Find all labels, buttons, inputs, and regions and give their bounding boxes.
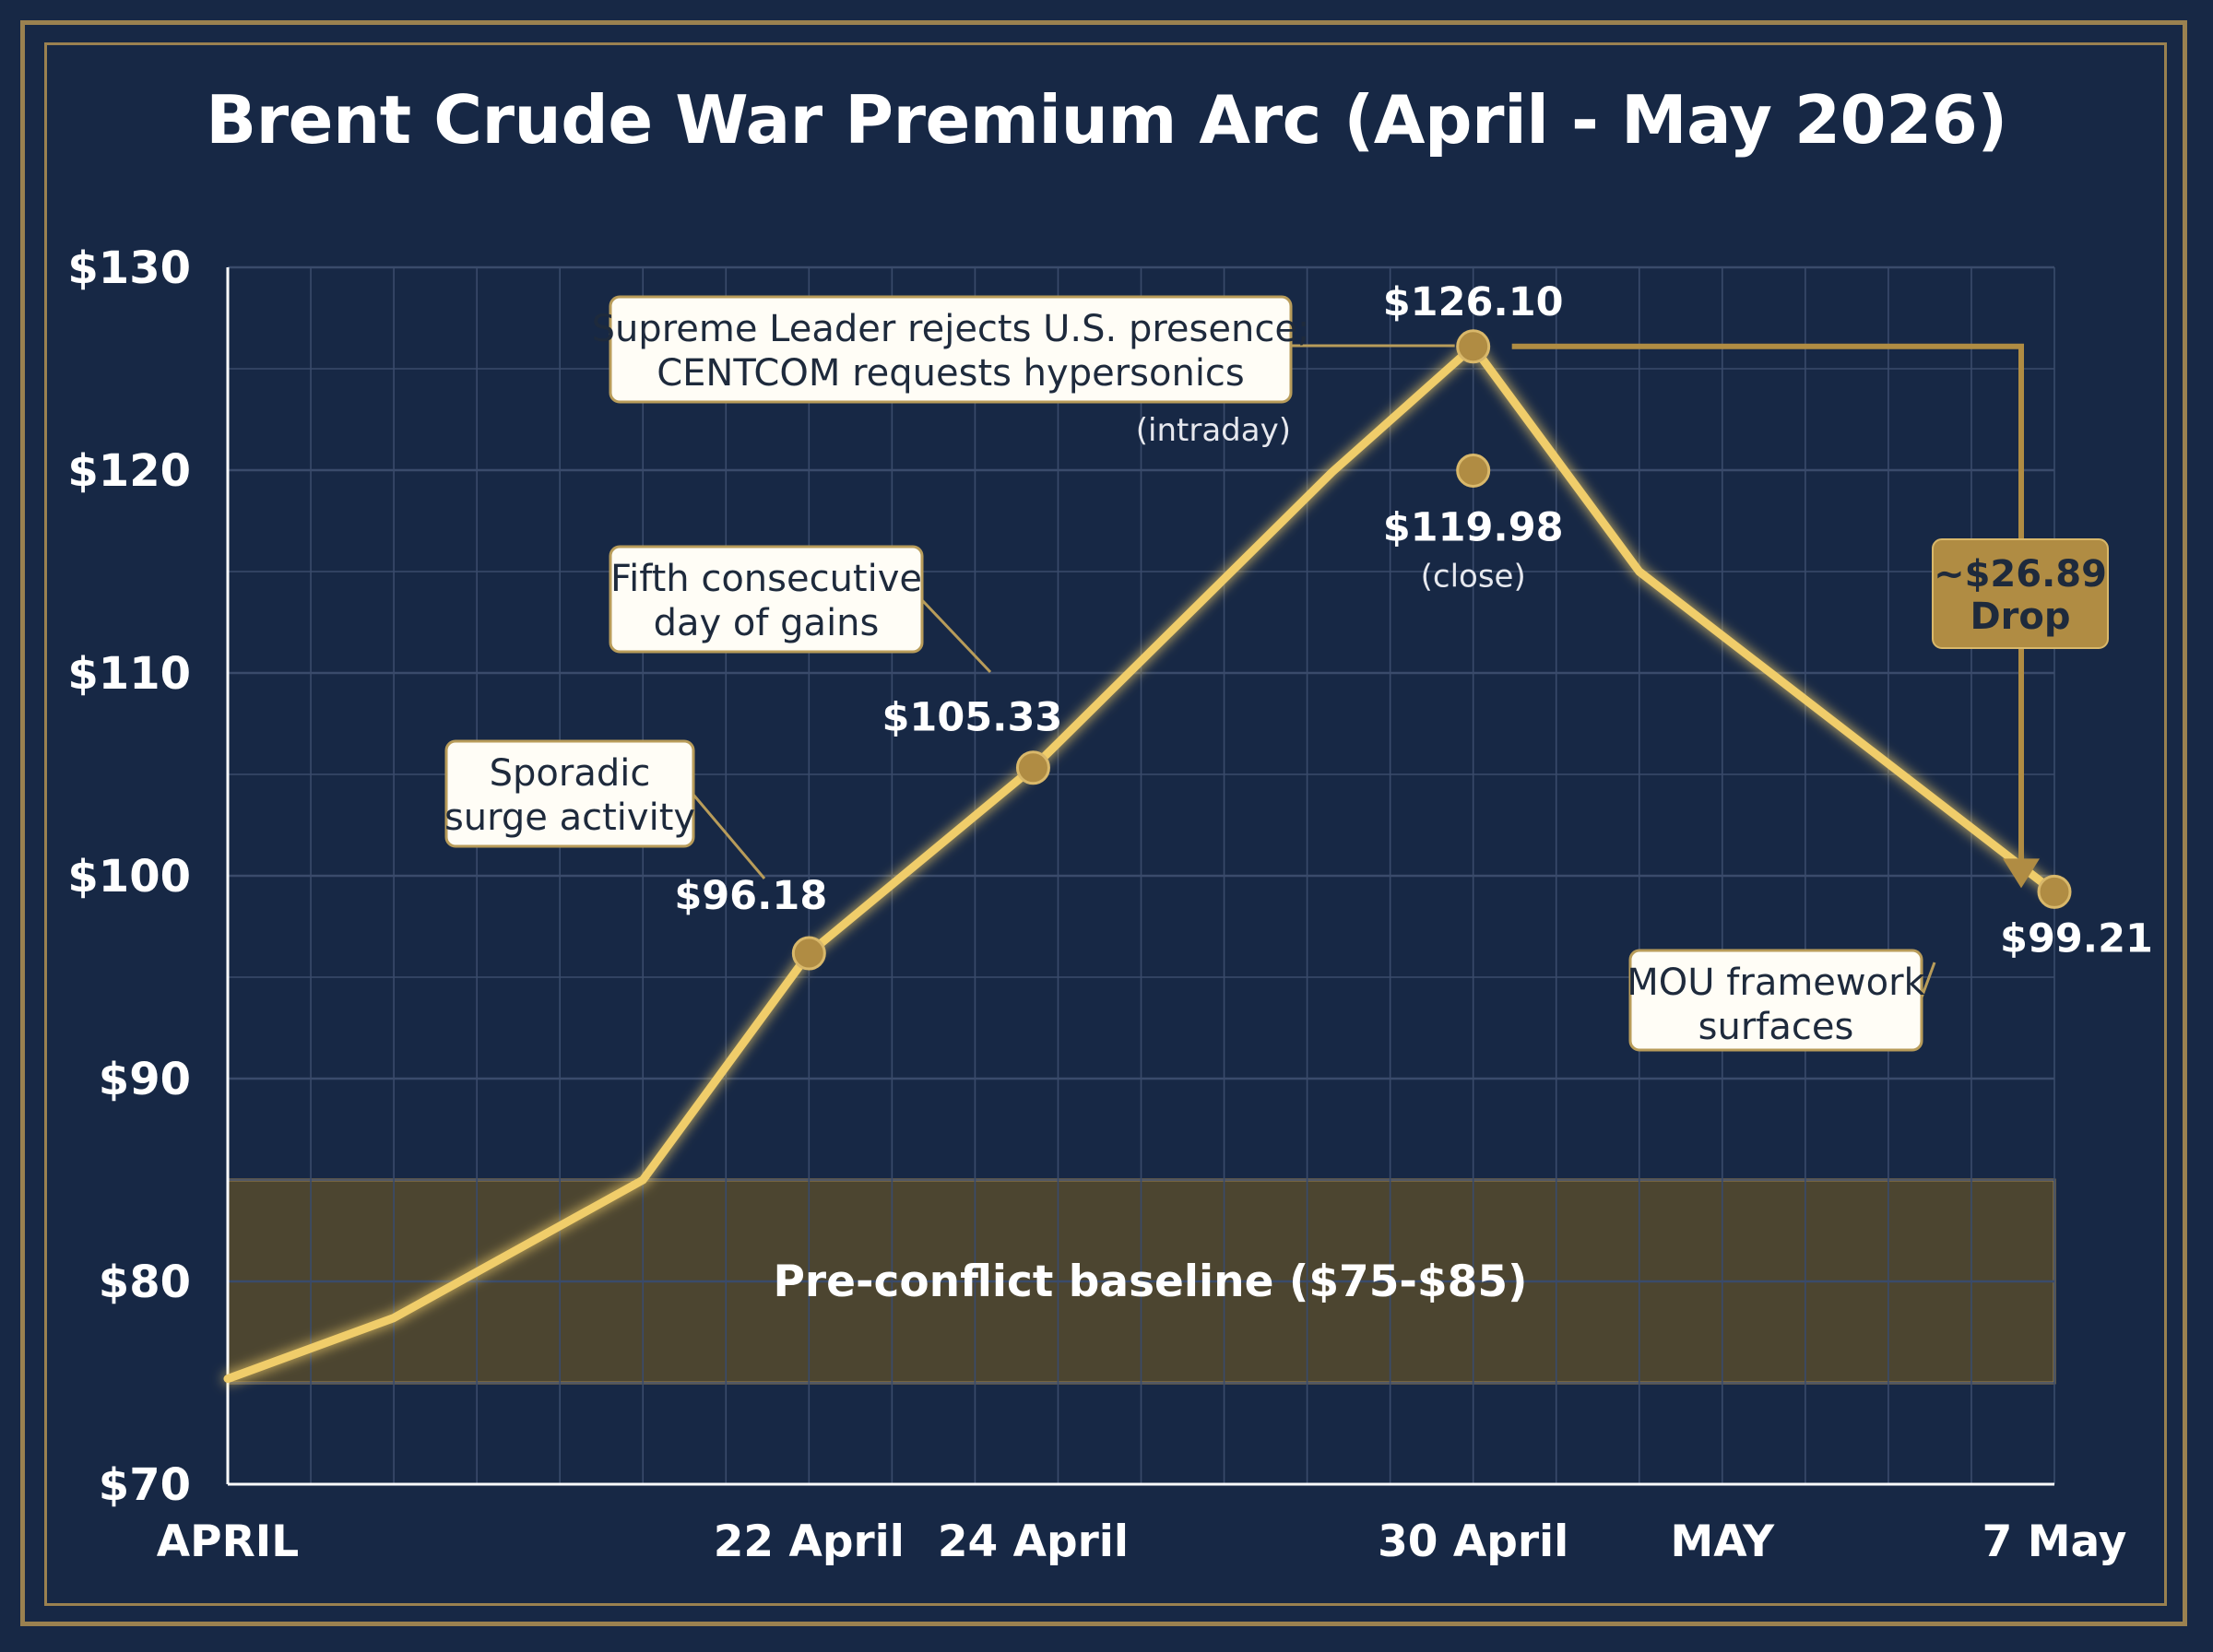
y-tick-label: $100: [67, 851, 191, 903]
drop-box: [1932, 538, 2109, 649]
y-tick-label: $70: [99, 1459, 191, 1511]
callout-text-line: surfaces: [1698, 1006, 1854, 1048]
data-label: $96.18: [674, 873, 827, 919]
drop-text-line: ~$26.89: [1934, 553, 2107, 596]
data-point-marker: [2037, 874, 2072, 909]
data-point-marker: [791, 936, 826, 971]
data-sublabel: (close): [1421, 558, 1526, 595]
data-label: $119.98: [1383, 504, 1564, 550]
data-label: $99.21: [2000, 915, 2153, 962]
callout-leader-line: [692, 794, 766, 879]
callout-text-line: Sporadic: [490, 752, 651, 795]
callout-note: (intraday): [1136, 412, 1291, 449]
x-tick-label: APRIL: [157, 1516, 299, 1567]
callout-text-line: MOU framework: [1627, 962, 1925, 1004]
data-label: $105.33: [882, 695, 1063, 741]
y-tick-label: $130: [67, 242, 191, 294]
callout-text-line: Supreme Leader rejects U.S. presence;: [592, 308, 1310, 350]
callout-box: [1628, 949, 1923, 1052]
x-tick-label: 30 April: [1378, 1516, 1568, 1567]
inner-frame: [44, 42, 2167, 1606]
outer-frame: [20, 20, 2187, 1626]
x-tick-label: 24 April: [938, 1516, 1129, 1567]
data-point-marker: [1015, 750, 1050, 785]
y-tick-label: $90: [99, 1054, 191, 1105]
y-tick-label: $120: [67, 445, 191, 497]
callout-text-line: day of gains: [654, 602, 880, 644]
callout-box: [609, 295, 1293, 404]
x-tick-label: 7 May: [1982, 1516, 2127, 1567]
chart-title: Brent Crude War Premium Arc (April - May…: [206, 81, 2007, 159]
data-point-marker: [1456, 329, 1491, 364]
callout-leader-line: [1920, 962, 1936, 998]
callout-box: [609, 545, 924, 654]
callout-leader-line: [920, 598, 992, 674]
data-point-marker: [1456, 453, 1491, 488]
drop-arrow-line: [1511, 343, 2024, 865]
drop-arrowhead: [2003, 858, 2040, 889]
y-tick-label: $80: [99, 1257, 191, 1308]
callout-box: [444, 739, 695, 848]
baseline-band-label: Pre-conflict baseline ($75-$85): [773, 1257, 1527, 1307]
x-tick-label: MAY: [1670, 1516, 1775, 1567]
data-label: $126.10: [1383, 279, 1564, 325]
callout-text-line: surge activity: [444, 796, 695, 839]
x-tick-label: 22 April: [714, 1516, 905, 1567]
annotation-callout: Supreme Leader rejects U.S. presence;CEN…: [592, 295, 1455, 449]
callout-text-line: Fifth consecutive: [610, 558, 922, 600]
y-tick-label: $110: [67, 648, 191, 700]
callout-text-line: CENTCOM requests hypersonics: [657, 352, 1245, 395]
drop-text-line: Drop: [1970, 596, 2070, 638]
